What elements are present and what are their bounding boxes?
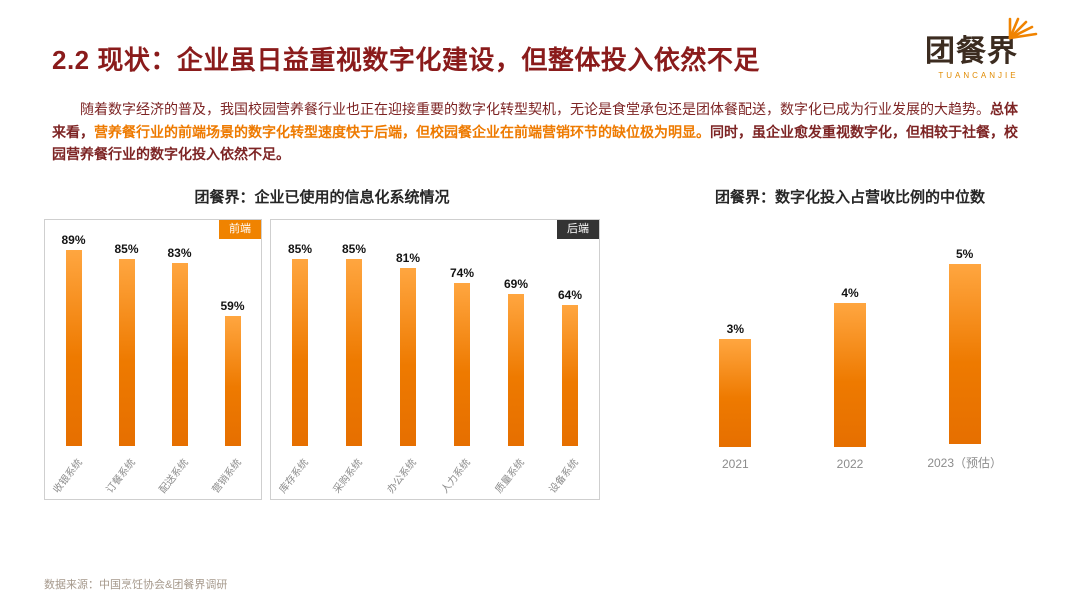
bar [224, 316, 241, 447]
bar-value-label: 64% [557, 288, 583, 303]
bar [508, 294, 524, 447]
logo: 团餐界 TUANCANJIE [925, 17, 1040, 80]
bar-value-label: 85% [287, 242, 313, 257]
paragraph-run: 总体来看， [52, 101, 1018, 140]
group-badge-front: 前端 [219, 220, 261, 239]
axis-label-cell: 订餐系统 [100, 449, 153, 497]
investment-chart: 团餐界：数字化投入占营收比例的中位数 3% 2021 4% 2022 5% 2023（预估… [660, 186, 1040, 500]
logo-main: 团餐界 [925, 17, 1038, 70]
axis-label: 人力系统 [439, 457, 473, 496]
axis-label: 办公系统 [385, 457, 419, 496]
axis-label: 2021 [721, 457, 749, 472]
data-source-note: 数据来源：中国烹饪协会&团餐界调研 [44, 579, 228, 591]
systems-chart: 团餐界：企业已使用的信息化系统情况 前端 89% 85% 83% 59% 收银系统 订餐系统… [44, 186, 600, 501]
bar-value-label: 83% [167, 246, 192, 261]
bar-column: 5% 2023（预估） [907, 247, 1022, 471]
axis-label: 质量系统 [493, 457, 527, 496]
axis-label: 订餐系统 [104, 457, 138, 496]
bar-column: 3% 2021 [678, 322, 793, 471]
bar-value-label: 81% [395, 250, 421, 265]
bar [65, 250, 82, 447]
bar-column: 59% [206, 299, 259, 447]
bar-column: 83% [153, 246, 206, 447]
bar [562, 305, 578, 447]
bar-column: 85% [273, 242, 327, 447]
group-plot: 85% 85% 81% 74% 69% 64% [273, 230, 597, 447]
header: 2.2 现状：企业虽日益重视数字化建设，但整体投入依然不足 团餐界 TUANCA… [0, 0, 1080, 80]
bar [171, 263, 188, 447]
bar-column: 85% [100, 242, 153, 447]
axis-label-cell: 库存系统 [273, 449, 327, 497]
bar-value-label: 5% [956, 247, 974, 262]
bar [948, 264, 981, 445]
investment-chart-title: 团餐界：数字化投入占营收比例的中位数 [714, 189, 985, 207]
axis-label-cell: 办公系统 [381, 449, 435, 497]
axis-label: 采购系统 [331, 457, 365, 496]
bar-column: 74% [435, 266, 489, 447]
systems-chart-title: 团餐界：企业已使用的信息化系统情况 [194, 189, 450, 207]
bar [834, 303, 866, 448]
axis-label: 收银系统 [51, 457, 85, 496]
bar-column: 4% 2022 [793, 286, 908, 471]
axis-label: 营销系统 [210, 457, 244, 496]
logo-subtitle: TUANCANJIE [938, 71, 1019, 80]
group-plot: 89% 85% 83% 59% [47, 230, 259, 447]
group-axis-labels: 收银系统 订餐系统 配送系统 营销系统 [47, 449, 259, 497]
group-axis-labels: 库存系统 采购系统 办公系统 人力系统 质量系统 设备系统 [273, 449, 597, 497]
bar-value-label: 59% [220, 299, 245, 314]
axis-label-cell: 质量系统 [489, 449, 543, 497]
page-title: 2.2 现状：企业虽日益重视数字化建设，但整体投入依然不足 [52, 45, 760, 75]
bar-column: 64% [543, 288, 597, 447]
bar-value-label: 89% [61, 233, 86, 248]
paragraph-run: 同时，虽企业愈发重视数字化，但相较于社餐，校园营养餐行业的数字化投入依然不足。 [52, 123, 1018, 163]
group-badge-back: 后端 [557, 220, 599, 239]
bar-column: 85% [327, 242, 381, 447]
bar-value-label: 85% [341, 242, 367, 257]
bar-value-label: 3% [726, 322, 744, 337]
axis-label-cell: 收银系统 [47, 449, 100, 497]
investment-chart-plot: 3% 2021 4% 2022 5% 2023（预估） [660, 219, 1040, 471]
fan-icon [1008, 17, 1038, 40]
bar [719, 339, 752, 448]
axis-label: 2023（预估） [927, 456, 1003, 471]
bar [346, 259, 362, 447]
bar [292, 259, 308, 447]
axis-label-cell: 设备系统 [543, 449, 597, 497]
bar [400, 267, 416, 447]
paragraph-run: 随着数字经济的普及，我国校园营养餐行业也正在迎接重要的数字化转型契机，无论是食堂… [80, 101, 990, 117]
chart-group-front: 前端 89% 85% 83% 59% 收银系统 订餐系统 配送系统 营销系统 [44, 219, 262, 501]
axis-label-cell: 人力系统 [435, 449, 489, 497]
intro-paragraph: 随着数字经济的普及，我国校园营养餐行业也正在迎接重要的数字化转型契机，无论是食堂… [52, 98, 1030, 166]
logo-text: 团餐界 [925, 35, 1018, 68]
axis-label-cell: 营销系统 [206, 449, 259, 497]
axis-label: 设备系统 [547, 457, 581, 496]
bar-column: 69% [489, 277, 543, 447]
bar-value-label: 69% [503, 277, 529, 292]
chart-group-back: 后端 85% 85% 81% 74% 69% 64% 库存系统 采购系统 办公系统 人力系统 质量系统… [270, 219, 600, 501]
systems-chart-plot: 前端 89% 85% 83% 59% 收银系统 订餐系统 配送系统 营销系统 后端 85% 85% 81… [44, 219, 600, 501]
bar [454, 283, 470, 447]
bar-column: 89% [47, 233, 100, 447]
axis-label: 2022 [836, 457, 864, 472]
bar-value-label: 74% [449, 266, 475, 281]
axis-label-cell: 配送系统 [153, 449, 206, 497]
bar [118, 259, 135, 447]
axis-label-cell: 采购系统 [327, 449, 381, 497]
axis-label: 配送系统 [157, 457, 191, 496]
charts-row: 团餐界：企业已使用的信息化系统情况 前端 89% 85% 83% 59% 收银系统 订餐系统… [44, 186, 1040, 501]
bar-value-label: 4% [841, 286, 859, 301]
paragraph-run: 营养餐行业的前端场景的数字化转型速度快于后端，但校园餐企业在前端营销环节的缺位极… [94, 123, 710, 140]
bar-column: 81% [381, 250, 435, 447]
axis-label: 库存系统 [277, 457, 311, 496]
bar-value-label: 85% [114, 242, 139, 257]
